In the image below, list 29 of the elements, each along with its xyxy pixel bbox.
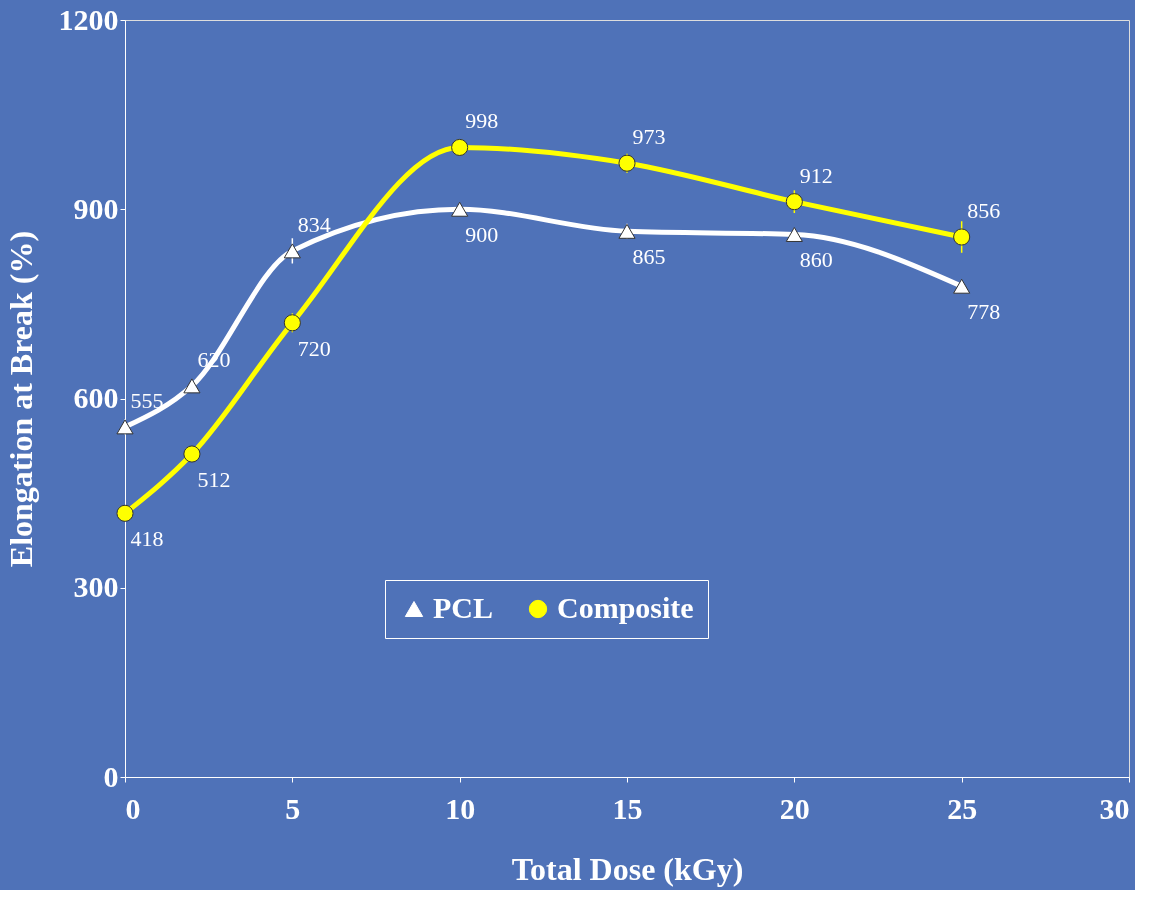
y-tick-label: 600 [73, 381, 119, 414]
data-label: 512 [197, 467, 231, 493]
data-label: 555 [130, 387, 164, 413]
x-tick-label: 15 [612, 791, 643, 825]
data-label: 778 [967, 299, 1001, 325]
legend-label: PCL [433, 591, 493, 624]
y-tick-label: 0 [103, 759, 119, 793]
x-tick-label: 0 [125, 791, 141, 825]
x-tick-label: 20 [779, 791, 810, 825]
data-label: 720 [297, 335, 331, 361]
data-label: 912 [799, 162, 833, 188]
data-label: 856 [967, 198, 1001, 224]
data-label: 418 [130, 526, 164, 552]
data-label: 900 [465, 222, 499, 248]
data-label: 834 [297, 211, 331, 237]
x-axis-title: Total Dose (kGy) [511, 850, 744, 887]
data-label: 860 [799, 247, 833, 273]
legend-label: Composite [557, 591, 694, 624]
data-label: 973 [632, 124, 666, 150]
y-tick-label: 300 [73, 570, 119, 604]
x-tick-label: 25 [947, 791, 978, 825]
x-tick-label: 10 [445, 791, 476, 825]
data-label: 865 [632, 244, 666, 270]
data-label: 998 [465, 108, 499, 134]
y-axis-title: Elongation at Break (%) [2, 230, 39, 568]
x-tick-label: 30 [1099, 791, 1130, 825]
y-tick-label: 1200 [58, 2, 119, 36]
x-tick-label: 5 [285, 791, 301, 825]
y-tick-label: 900 [73, 191, 119, 225]
